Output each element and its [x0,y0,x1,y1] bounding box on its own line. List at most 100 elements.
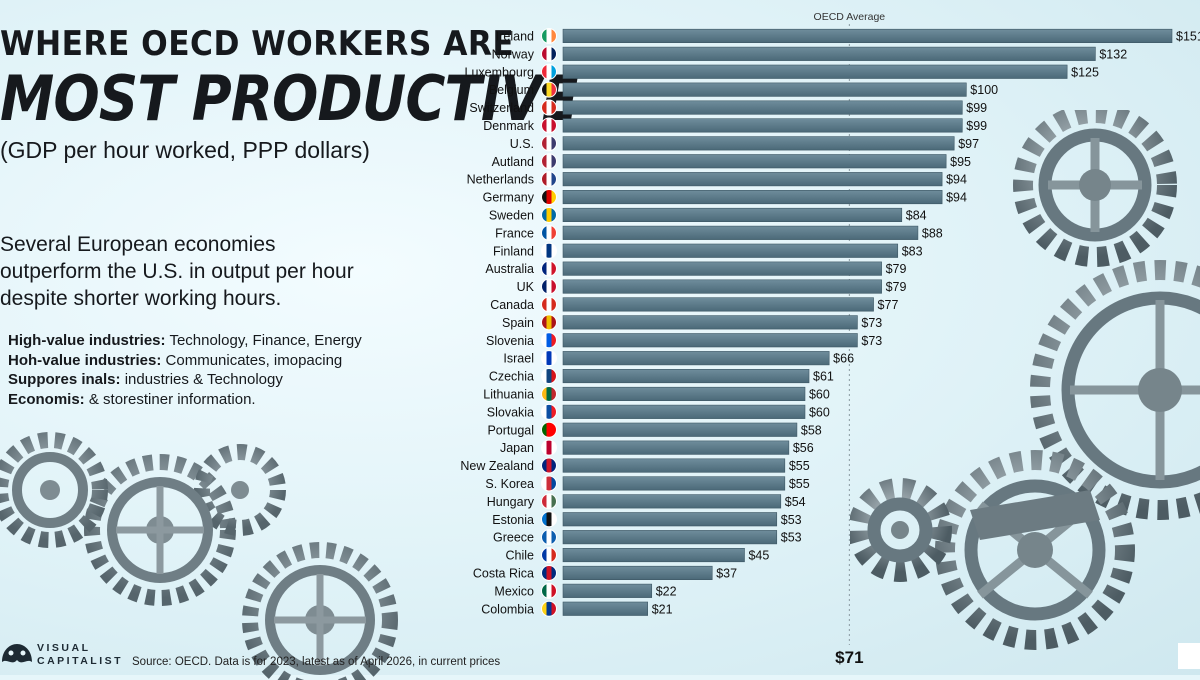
flag-stripe [541,601,547,617]
flag-stripe [541,404,547,420]
country-label: Switzerland [469,101,534,115]
new-zealand-flag-icon [541,457,557,474]
costa-rica-flag-icon [541,564,557,581]
denmark-flag-icon [541,117,557,134]
bar [562,476,786,491]
flag-stripe [551,547,557,563]
country-label: Finland [493,244,534,258]
flag-stripe [546,261,552,277]
logo-line: VISUAL [37,642,91,654]
autland-flag-icon [541,153,557,170]
bar [562,404,806,419]
flag-stripe [541,547,547,563]
flag-stripe [551,422,557,438]
title-line-1: WHERE OECD WORKERS ARE [0,24,515,64]
country-label: Israel [503,352,534,366]
bar [562,243,899,258]
flag-stripe [546,458,552,474]
flag-stripe [551,458,557,474]
flag-stripes [541,207,557,223]
flag-stripe [551,511,557,527]
note-key: High-value industries: [8,332,166,349]
country-label: Germany [483,191,535,205]
country-label: Spain [502,316,534,330]
luxembourg-flag-icon [541,63,557,80]
country-label: S. Korea [485,477,534,491]
bar-value-label: $73 [861,334,882,348]
country-label: Australia [485,262,534,276]
flag-stripe [541,386,547,402]
visual-capitalist-logo-icon [2,644,32,663]
bar-value-label: $53 [781,531,802,545]
bar [562,512,778,527]
lithuania-flag-icon [541,385,557,402]
flag-stripe [546,583,552,599]
flag-ring [541,278,557,295]
flag-stripes [541,368,557,384]
flag-stripes [541,529,557,545]
flag-stripe [551,601,557,617]
country-label: Hungary [487,495,535,509]
intro-line: Several European economies [0,233,276,256]
flag-stripe [546,296,552,312]
country-label: Autland [492,155,534,169]
bar-value-label: $79 [886,262,907,276]
flag-ring [541,385,557,402]
us-flag-icon [541,135,557,152]
note-item: Suppores inals: industries & Technology [8,370,448,390]
country-label: Colombia [481,602,534,616]
colombia-flag-icon [541,600,557,617]
flag-ring [541,403,557,420]
country-label: Denmark [483,119,534,133]
mexico-flag-icon [541,582,557,599]
country-label: Norway [492,47,535,61]
country-label: Portugal [487,423,534,437]
flag-stripes [541,279,557,295]
flag-stripes [541,601,557,617]
bar-value-label: $21 [652,602,673,616]
flag-stripe [551,207,557,223]
bar-value-label: $83 [902,244,923,258]
germany-flag-icon [541,189,557,206]
country-label: Slovenia [486,334,534,348]
flag-stripe [551,296,557,312]
slovakia-flag-icon [541,403,557,420]
country-label: New Zealand [460,459,534,473]
flag-stripe [541,135,547,151]
bar-value-label: $45 [748,549,769,563]
flag-stripe [551,475,557,491]
flag-ring [541,206,557,223]
flag-ring [541,260,557,277]
bar-value-label: $151 [1176,29,1200,43]
australia-flag-icon [541,260,557,277]
flag-stripe [546,422,552,438]
flag-ring [541,564,557,581]
country-label: Ireland [496,29,534,43]
uk-flag-icon [541,278,557,295]
flag-ring [541,81,557,98]
flag-ring [541,511,557,528]
flag-stripes [541,547,557,563]
note-text: Technology, Finance, Energy [169,332,362,349]
flag-stripes [541,153,557,169]
note-key: Hoh-value industries: [8,351,162,369]
note-key: Economis: [8,390,85,408]
flag-stripe [546,386,552,402]
flag-stripes [541,46,557,62]
flag-stripe [551,332,557,348]
bar [562,386,806,402]
flag-stripe [541,189,547,205]
bar [562,172,943,187]
flag-stripe [546,28,552,44]
flag-stripe [546,279,552,295]
flag-ring [541,224,557,241]
flag-stripe [551,368,557,384]
oecd-average-label: OECD Average [814,11,886,23]
bar [562,100,963,115]
flag-stripes [541,261,557,277]
bar [562,28,1173,44]
subtitle: (GDP per hour worked, PPP dollars) [0,137,370,163]
bar-value-label: $132 [1099,47,1127,61]
flag-stripes [541,475,557,491]
